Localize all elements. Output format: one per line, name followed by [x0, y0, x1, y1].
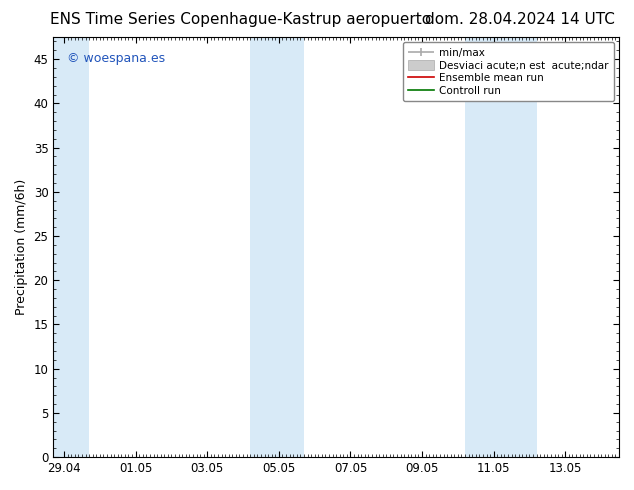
- Text: © woespana.es: © woespana.es: [67, 52, 165, 65]
- Bar: [465, 37, 536, 457]
- Legend: min/max, Desviaci acute;n est  acute;ndar, Ensemble mean run, Controll run: min/max, Desviaci acute;n est acute;ndar…: [403, 42, 614, 101]
- Y-axis label: Precipitation (mm/6h): Precipitation (mm/6h): [15, 179, 28, 315]
- Text: ENS Time Series Copenhague-Kastrup aeropuerto: ENS Time Series Copenhague-Kastrup aerop…: [50, 12, 432, 27]
- Bar: [250, 37, 304, 457]
- Text: dom. 28.04.2024 14 UTC: dom. 28.04.2024 14 UTC: [425, 12, 615, 27]
- Bar: [53, 37, 89, 457]
